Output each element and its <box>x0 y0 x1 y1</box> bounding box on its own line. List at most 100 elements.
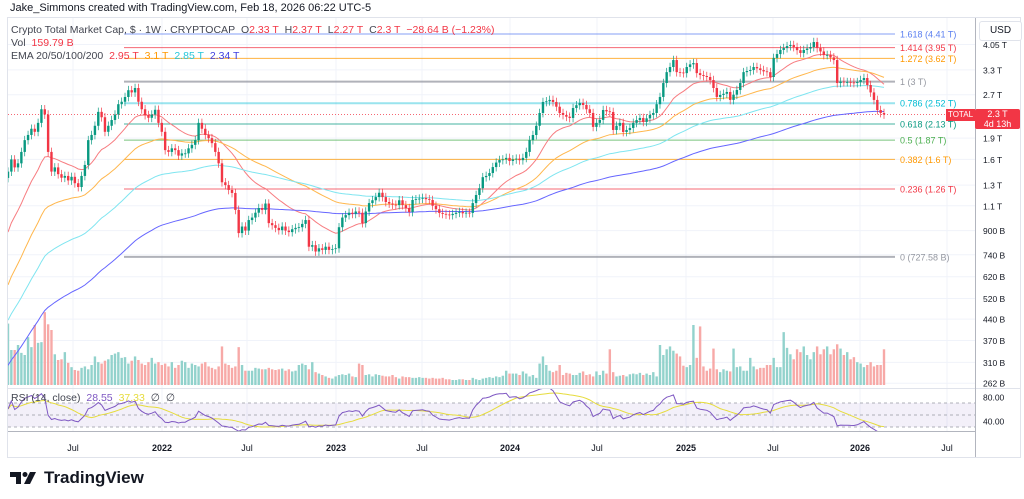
candle <box>103 112 107 137</box>
candle-body <box>190 144 194 149</box>
volume-bar <box>284 370 287 385</box>
candle <box>377 188 381 202</box>
candle <box>324 242 327 255</box>
candle-body <box>70 176 73 181</box>
candle <box>23 135 26 157</box>
candle-body <box>301 223 304 228</box>
volume-bar <box>133 356 137 385</box>
symbol-legend[interactable]: Crypto Total Market Cap, $ · 1W · CRYPTO… <box>11 24 498 36</box>
low-label: L <box>327 24 334 36</box>
candle <box>321 244 324 255</box>
candle <box>728 87 732 105</box>
candle-body <box>107 125 110 132</box>
candle-body <box>230 189 234 193</box>
time-tick-label: Jul <box>941 443 953 453</box>
candle <box>521 153 525 165</box>
fib-retracement[interactable]: 1.618 (4.41 T) 1.414 (3.95 T)1.272 (3.62 … <box>8 30 975 263</box>
candle <box>825 50 829 60</box>
candle-body <box>167 150 170 152</box>
candle <box>93 121 97 140</box>
volume-bar <box>60 359 63 385</box>
volume-bar <box>277 369 281 385</box>
price-tick-label: 262 B <box>983 379 1006 389</box>
candle-body <box>110 120 113 126</box>
volume-bar <box>511 373 515 385</box>
symbol-title: Crypto Total Market Cap, $ · 1W · CRYPTO… <box>11 24 236 36</box>
candle <box>197 118 200 145</box>
candle-body <box>769 72 772 78</box>
volume-bar <box>107 359 110 385</box>
candle <box>501 155 505 165</box>
candle-body <box>438 209 441 213</box>
candle-body <box>297 227 301 228</box>
candle <box>494 158 498 172</box>
candle-body <box>655 104 658 113</box>
candle-body <box>394 204 398 206</box>
high-label: H <box>284 24 293 36</box>
price-tick-label: 740 B <box>983 250 1006 260</box>
candle <box>852 78 856 88</box>
volume-value: 159.79 B <box>31 37 74 49</box>
volume-bar <box>575 375 578 385</box>
volume-bar <box>160 365 164 385</box>
candle-body <box>525 151 528 158</box>
candle <box>46 110 50 157</box>
candle-body <box>83 164 87 176</box>
candle <box>284 222 287 235</box>
candle-body <box>170 148 174 152</box>
volume-bar <box>571 375 575 385</box>
candle-body <box>361 212 364 224</box>
candle <box>528 135 531 157</box>
candle <box>287 226 291 237</box>
candle <box>531 130 535 145</box>
candle-body <box>541 101 545 113</box>
volume-bar <box>839 348 842 385</box>
currency-button[interactable]: USD <box>979 21 1022 41</box>
rsi-legend[interactable]: RSI (14, close) 28.55 37.33 ∅ ∅ <box>11 392 178 404</box>
candle <box>605 105 608 116</box>
volume-bar <box>424 377 428 385</box>
volume-bar <box>287 369 291 385</box>
candle <box>187 144 190 158</box>
candle <box>110 115 113 131</box>
rsi-tick-label: 40.00 <box>983 417 1005 427</box>
candle-body <box>63 175 67 178</box>
candle <box>374 192 377 205</box>
candle <box>789 40 792 51</box>
candle <box>652 108 655 120</box>
volume-bar <box>127 363 130 385</box>
candle-body <box>143 109 147 116</box>
candle-body <box>324 246 327 250</box>
candle-body <box>558 106 561 113</box>
volume-bar <box>652 372 655 385</box>
volume-bar <box>180 360 184 385</box>
candle-body <box>401 200 404 206</box>
fib-level-label: 0 (727.58 B) <box>900 252 950 262</box>
volume-bar <box>404 377 408 385</box>
volume-bar <box>799 352 802 385</box>
volume-bar <box>200 363 204 385</box>
volume-bar <box>40 342 43 385</box>
candle-body <box>311 245 314 247</box>
ema-legend[interactable]: EMA 20/50/100/200 2.95 T 3.1 T 2.85 T 2.… <box>11 50 242 62</box>
price-axis[interactable]: 4.05 T 3.3 T 2.7 T 1.9 T 1.6 T 1.3 T 1.1 T 900 … <box>983 40 1007 389</box>
time-axis[interactable]: Jul 2022 Jul 2023 Jul 2024 Jul 2025 Jul 2026 Jul <box>67 443 953 453</box>
candle <box>387 197 391 208</box>
candle-body <box>615 125 618 130</box>
volume-bar <box>765 365 769 385</box>
volume-bar <box>367 374 371 385</box>
volume-bar <box>63 352 67 385</box>
candle <box>504 153 508 164</box>
ema-200-line <box>8 110 885 366</box>
candle-body <box>187 148 190 154</box>
candle-body <box>668 67 672 73</box>
candle <box>77 178 80 192</box>
volume-bar <box>551 372 555 385</box>
volume-bar <box>184 362 187 385</box>
tradingview-logo[interactable]: TradingView <box>10 468 144 488</box>
candle-body <box>458 211 461 213</box>
volume-legend[interactable]: Vol 159.79 B <box>11 37 77 49</box>
candle-body <box>397 200 401 206</box>
volume-bar <box>431 377 434 385</box>
